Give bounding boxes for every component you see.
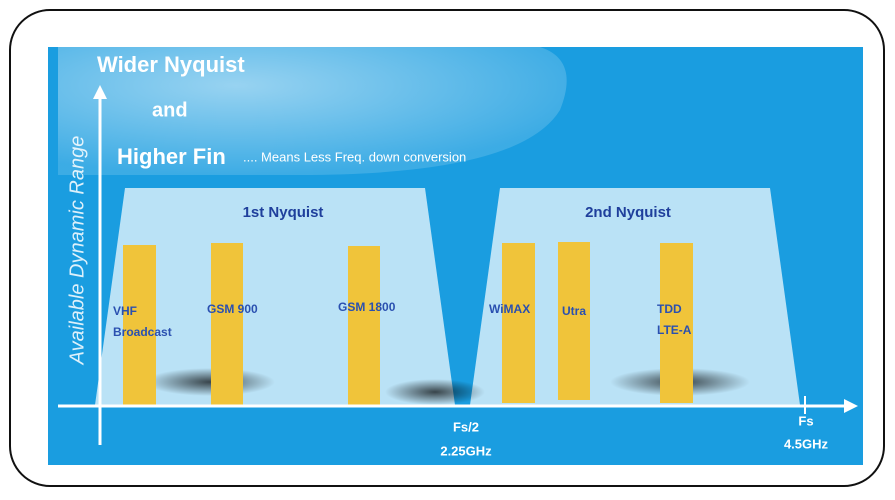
x-arrow	[844, 399, 858, 413]
bands	[123, 242, 693, 405]
zone-label: 1st Nyquist	[243, 204, 324, 221]
axis-label: 4.5GHz	[784, 436, 829, 451]
y-arrow	[93, 85, 107, 99]
title: Higher Fin	[117, 144, 226, 169]
shadow	[145, 368, 275, 396]
zone-2	[470, 188, 800, 405]
zone-label: 2nd Nyquist	[585, 204, 671, 221]
band-label: Broadcast	[113, 325, 172, 339]
band-label: Utra	[562, 304, 586, 318]
band	[558, 242, 590, 400]
band	[660, 243, 693, 403]
shadow	[385, 379, 485, 405]
glow	[58, 47, 567, 175]
band	[123, 245, 156, 405]
band	[502, 243, 535, 403]
title: and	[152, 99, 188, 121]
y-axis-label: Available Dynamic Range	[66, 136, 88, 366]
band-label: GSM 1800	[338, 300, 396, 314]
band-label: LTE-A	[657, 323, 692, 337]
band	[348, 246, 380, 405]
title: Wider Nyquist	[97, 52, 245, 77]
band	[211, 243, 243, 405]
band-label: TDD	[657, 302, 682, 316]
band-label: WiMAX	[489, 302, 530, 316]
axis-label: Fs/2	[453, 419, 479, 434]
axis-label: Fs	[798, 413, 813, 428]
band-label: VHF	[113, 304, 137, 318]
note: .... Means Less Freq. down conversion	[243, 149, 466, 164]
axis-label: 2.25GHz	[440, 443, 492, 458]
band-label: GSM 900	[207, 302, 258, 316]
